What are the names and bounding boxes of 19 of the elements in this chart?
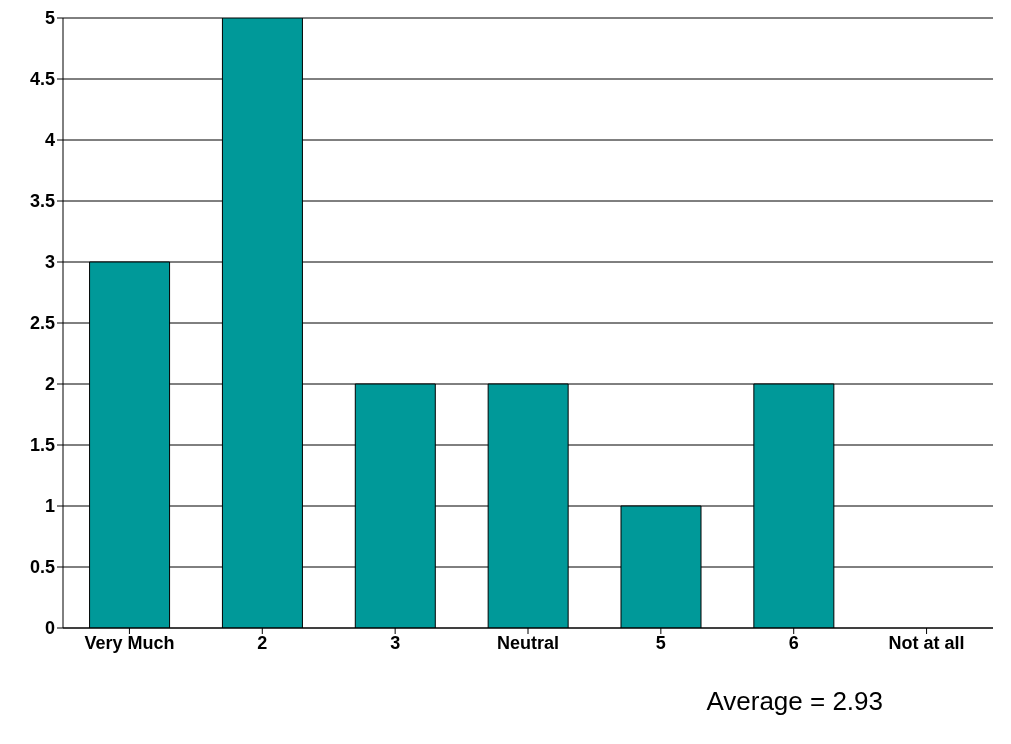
y-tick-label: 0 [44, 618, 55, 639]
y-tick-label: 0.5 [29, 557, 55, 578]
y-tick-label: 5 [44, 8, 55, 29]
x-tick-label: Not at all [888, 632, 965, 653]
y-tick-label: 1.5 [29, 435, 55, 456]
y-tick-label: 1 [44, 496, 55, 517]
x-tick-label: Very Much [84, 632, 175, 653]
y-tick-label: 2.5 [29, 313, 55, 334]
y-tick-label: 3 [44, 252, 55, 273]
text: Average = 2.93 [705, 686, 884, 717]
x-tick-label: 2 [257, 632, 268, 653]
y-tick-label: 3.5 [29, 191, 55, 212]
y-tick-label: 2 [44, 374, 55, 395]
x-tick-label: 3 [390, 632, 401, 653]
x-tick-label: 5 [655, 632, 666, 653]
x-tick-label: Neutral [496, 632, 560, 653]
y-tick-label: 4 [44, 130, 55, 151]
y-tick-label: 4.5 [29, 69, 55, 90]
x-tick-label: 6 [788, 632, 799, 653]
